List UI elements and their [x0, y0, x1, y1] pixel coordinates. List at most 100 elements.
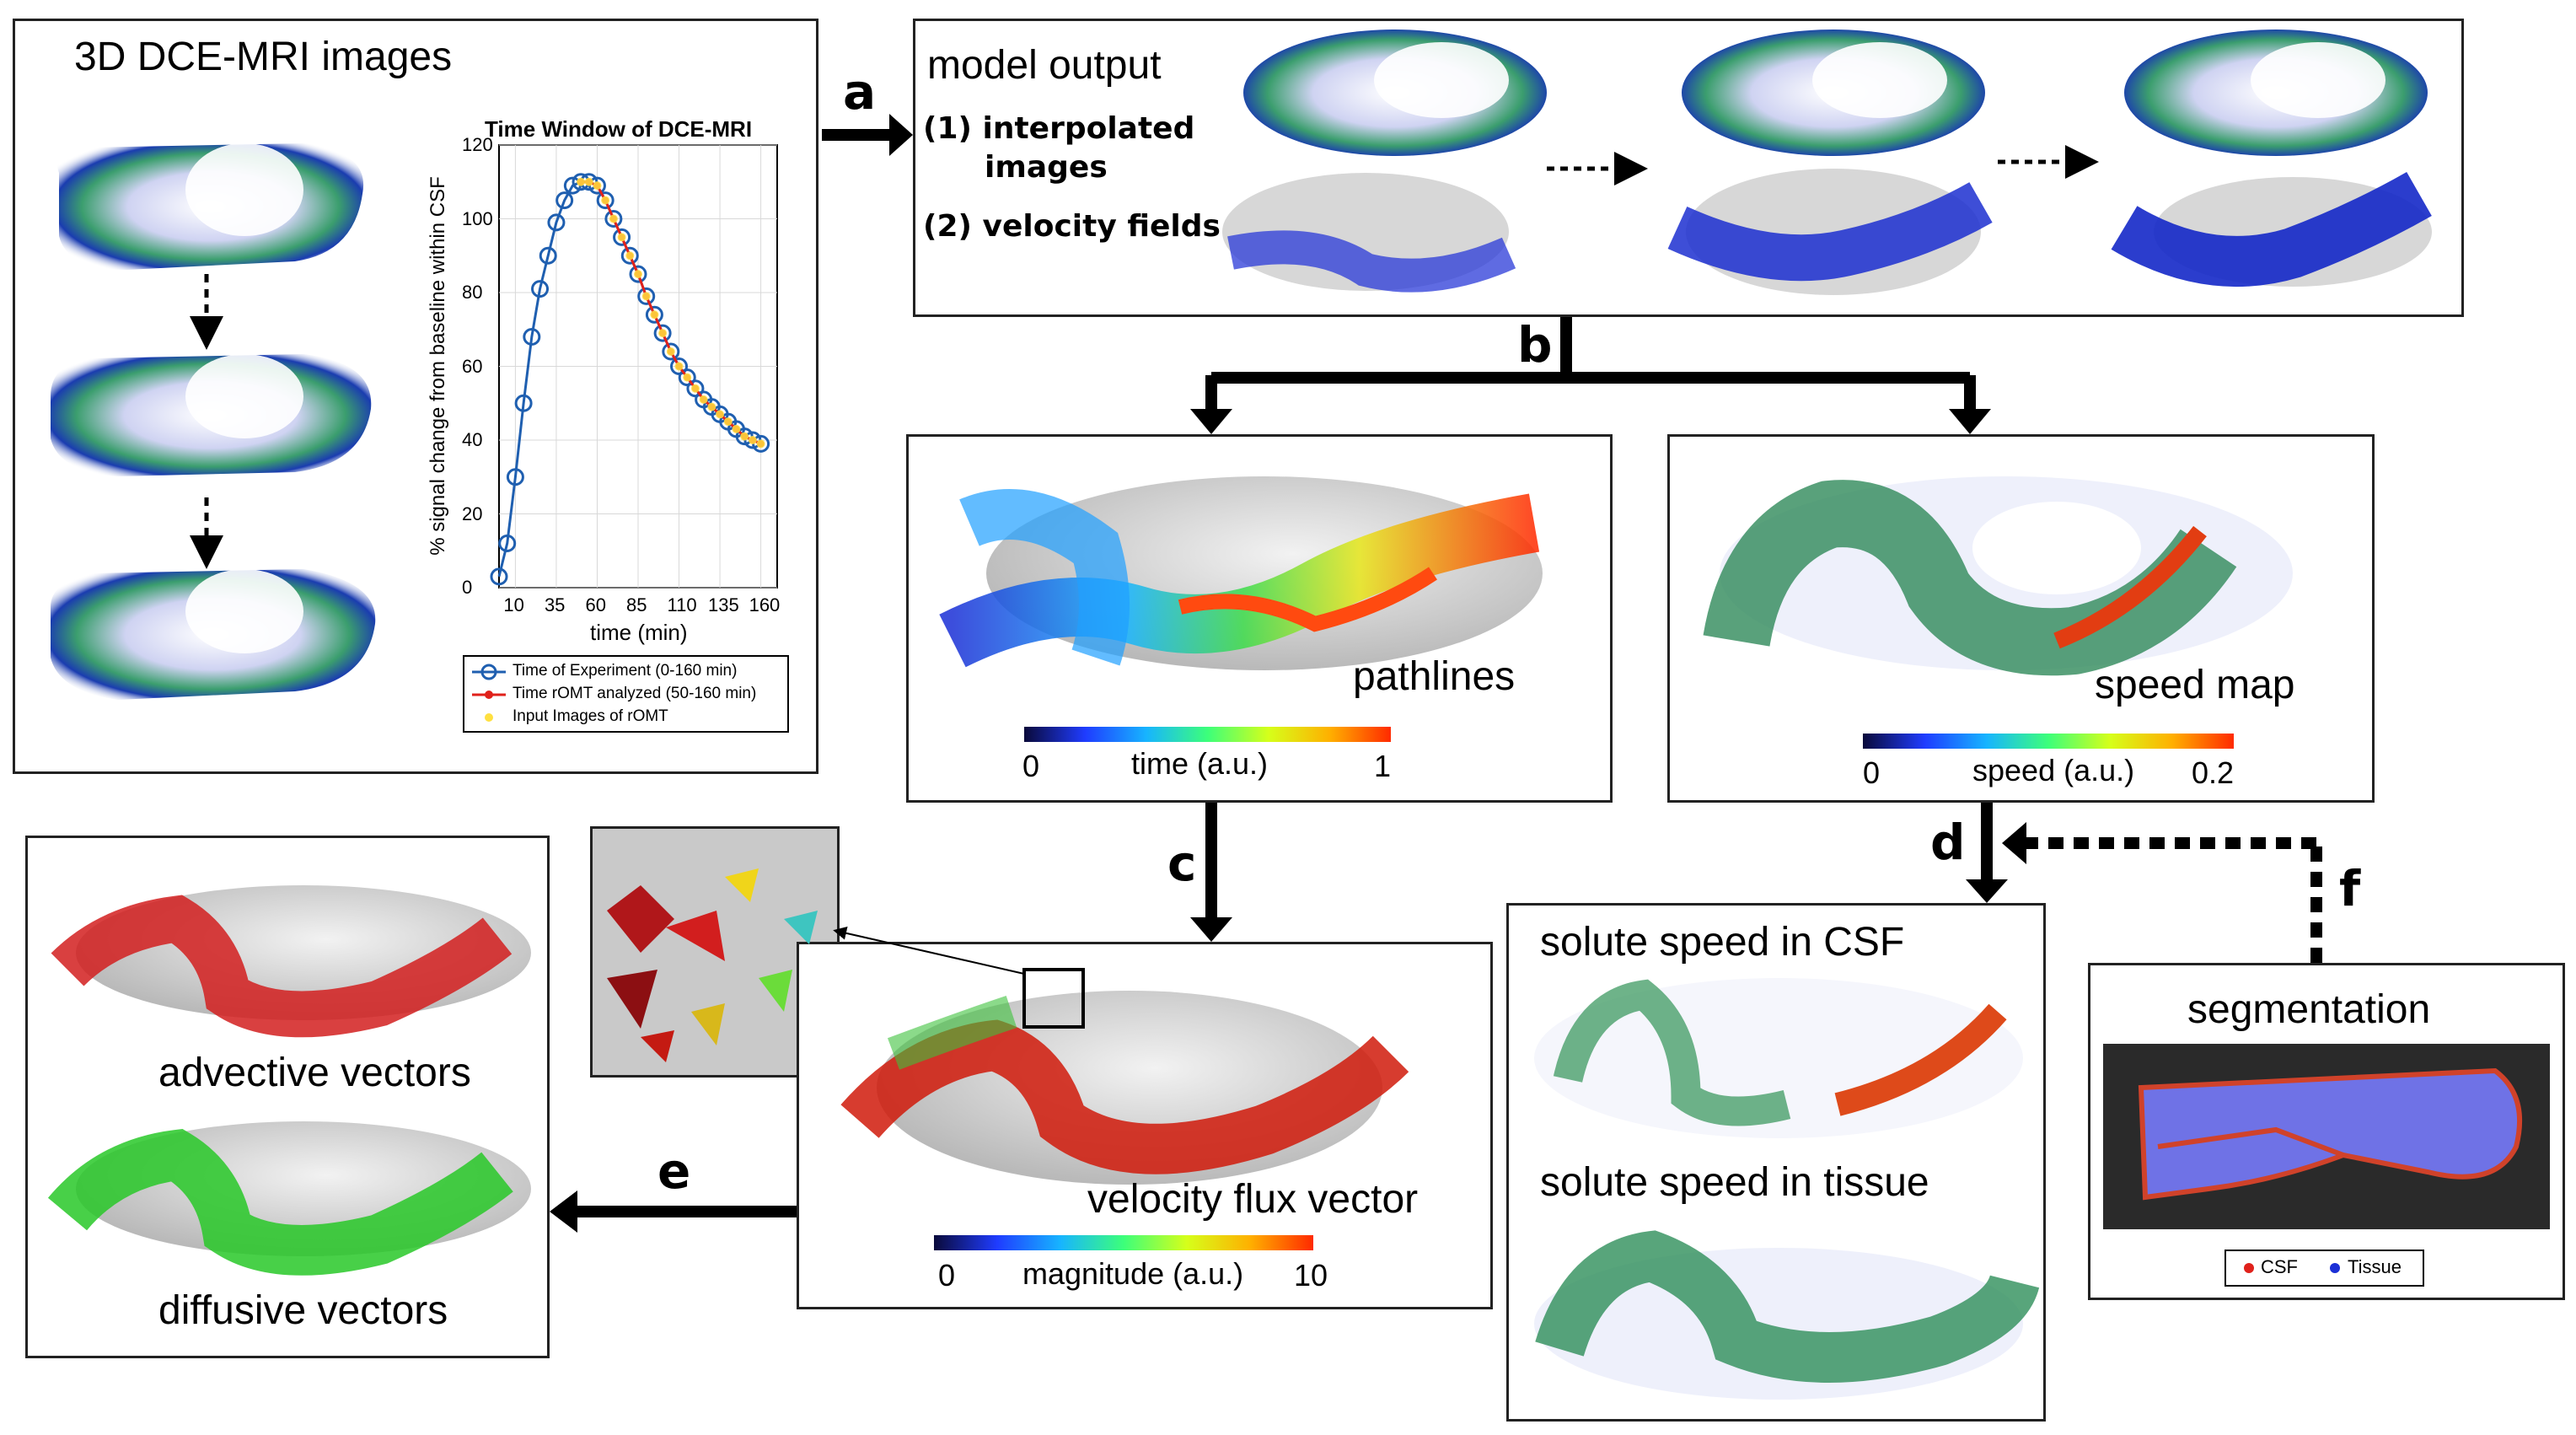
input-point-14 [690, 384, 700, 393]
chart-xtick-6: 160 [749, 594, 781, 615]
diffusive-label: diffusive vectors [158, 1288, 448, 1333]
input-point-2 [593, 181, 602, 191]
experiment-point-16 [620, 246, 639, 265]
zoom-inset-image [607, 868, 818, 1062]
input-point-4 [609, 214, 618, 223]
pathlines-cb-title: time (a.u.) [1131, 746, 1269, 781]
experiment-point-24 [686, 379, 705, 398]
chart-xtick-3: 85 [626, 594, 647, 615]
chart-xtick-4: 110 [667, 594, 697, 615]
experiment-point-8 [555, 191, 574, 210]
label-e: e [657, 1142, 691, 1200]
flux-cb-title: magnitude (a.u.) [1022, 1256, 1244, 1291]
experiment-point-6 [539, 246, 557, 265]
experiment-point-20 [653, 324, 672, 342]
seg-legend-tissue: Tissue [2348, 1256, 2402, 1277]
arrow-c-head [1190, 917, 1232, 942]
experiment-point-18 [637, 287, 656, 305]
input-point-7 [634, 270, 642, 279]
experiment-point-21 [662, 342, 680, 361]
segmentation-title: segmentation [2187, 987, 2431, 1032]
legend-mark-experiment [480, 664, 497, 680]
input-point-12 [674, 362, 684, 371]
input-point-3 [601, 196, 610, 205]
solute-speed-images [1534, 978, 2040, 1400]
model-output-images [1222, 30, 2432, 295]
pathlines-cb-max: 1 [1374, 749, 1392, 783]
input-point-22 [756, 439, 765, 449]
input-point-5 [617, 233, 626, 242]
arrow-a-head [889, 114, 913, 156]
solute-csf-label: solute speed in CSF [1540, 920, 1905, 965]
arrow-f [2002, 822, 2322, 963]
model-title: model output [927, 43, 1162, 88]
chart-xtick-1: 35 [544, 594, 566, 615]
vector-images [47, 885, 531, 1276]
chart-ytick-4: 80 [462, 282, 483, 303]
experiment-point-2 [506, 468, 524, 486]
speed-map-label: speed map [2095, 663, 2295, 707]
chart-xlabel: time (min) [590, 620, 688, 645]
chart-ytick-2: 40 [462, 429, 483, 450]
input-point-8 [641, 292, 651, 301]
velocity-flux-image [833, 926, 1409, 1185]
input-point-19 [732, 424, 741, 433]
experiment-point-4 [523, 328, 541, 346]
model-item1: (1) interpolated [923, 111, 1195, 146]
solute-tissue-label: solute speed in tissue [1540, 1160, 1929, 1205]
legend-mark-input [485, 713, 493, 722]
pathlines-cb-min: 0 [1022, 749, 1040, 783]
chart-legend-box [463, 655, 789, 733]
chart-ytick-1: 20 [462, 503, 483, 524]
speed-cb-max: 0.2 [2192, 755, 2235, 790]
chart-xtick-2: 60 [585, 594, 606, 615]
input-point-20 [740, 432, 749, 441]
experiment-point-22 [670, 357, 689, 375]
chart-ytick-5: 100 [462, 207, 493, 229]
chart-xtick-0: 10 [503, 594, 524, 615]
flux-label: velocity flux vector [1087, 1177, 1419, 1222]
experiment-point-23 [678, 368, 696, 387]
flux-colorbar [934, 1235, 1313, 1250]
input-point-10 [658, 329, 668, 338]
input-point-21 [748, 436, 757, 444]
label-f: f [2339, 860, 2361, 917]
speed-map-image [1703, 476, 2293, 676]
flux-zoom-box [1022, 968, 1085, 1029]
segmentation-image [2103, 1044, 2550, 1287]
model-item1b: images [985, 150, 1108, 185]
flux-cb-min: 0 [938, 1258, 956, 1293]
input-point-13 [683, 373, 692, 382]
advective-label: advective vectors [158, 1051, 471, 1095]
experiment-point-0 [490, 567, 508, 586]
flux-cb-max: 10 [1294, 1258, 1328, 1293]
chart-ytick-3: 60 [462, 355, 483, 377]
arrow-e-head [550, 1190, 577, 1233]
label-d: d [1930, 814, 1966, 871]
input-point-16 [707, 402, 716, 411]
experiment-point-7 [547, 213, 566, 232]
dce-time-chart [463, 144, 789, 733]
experiment-point-17 [629, 265, 647, 283]
input-point-15 [699, 395, 708, 404]
legend-input: Input Images of rOMT [513, 707, 668, 725]
chart-ytick-6: 120 [462, 134, 493, 155]
seg-legend-box [2224, 1250, 2424, 1287]
label-a: a [843, 63, 877, 121]
experiment-point-1 [498, 535, 517, 552]
input-point-0 [577, 177, 586, 186]
input-point-18 [723, 417, 733, 427]
legend-mark-romt [485, 691, 493, 699]
chart-xtick-5: 135 [708, 594, 739, 615]
pathlines-image [939, 476, 1543, 670]
legend-experiment: Time of Experiment (0-160 min) [513, 662, 738, 680]
experiment-point-19 [645, 305, 663, 324]
dce-title: 3D DCE-MRI images [74, 35, 453, 79]
input-point-1 [584, 177, 593, 186]
pathlines-label: pathlines [1353, 654, 1516, 699]
label-b: b [1517, 316, 1553, 374]
legend-romt: Time rOMT analyzed (50-160 min) [513, 685, 757, 702]
experiment-point-13 [596, 191, 614, 210]
experiment-point-3 [514, 394, 533, 412]
